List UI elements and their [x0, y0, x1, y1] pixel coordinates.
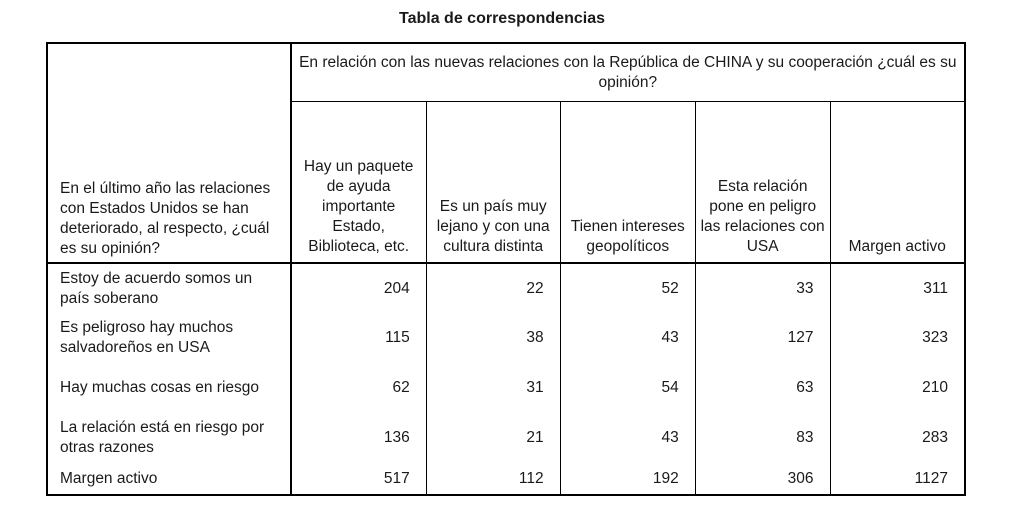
row-label: Es peligroso hay muchos salvadoreños en …	[47, 313, 292, 363]
table-cell: 112	[425, 463, 561, 495]
column-header: Esta relación pone en peligro las relaci…	[694, 101, 830, 264]
table-cell: 31	[425, 363, 561, 413]
table-cell: 115	[385, 329, 410, 346]
table-row: Hay muchas cosas en riesgo 62 31 54 63 2…	[47, 363, 965, 413]
column-header-label: Margen activo	[848, 238, 946, 255]
column-variable-header: En relación con las nuevas relaciones co…	[290, 43, 965, 102]
row-label: Hay muchas cosas en riesgo	[47, 363, 292, 413]
column-header: Margen activo	[829, 101, 965, 264]
table-cell: 136	[383, 429, 410, 446]
column-variable-header-text: En relación con las nuevas relaciones co…	[299, 53, 957, 91]
row-variable-header-text: En el último año las relaciones con Esta…	[60, 180, 271, 257]
column-header: Es un país muy lejano y con una cultura …	[425, 101, 561, 264]
column-header: Hay un paquete de ayuda importante Estad…	[290, 101, 427, 264]
table-row: La relación está en riesgo por otras raz…	[47, 413, 965, 463]
row-variable-header: En el último año las relaciones con Esta…	[47, 43, 292, 264]
table-cell: 52	[559, 263, 696, 313]
column-header: Tienen intereses geopolíticos	[559, 101, 696, 264]
table-cell: 517	[383, 469, 410, 487]
table-cell: 210	[829, 363, 965, 413]
table-row: Es peligroso hay muchos salvadoreños en …	[47, 313, 965, 363]
table-cell: 204	[383, 279, 410, 297]
correspondence-table: En el último año las relaciones con Esta…	[46, 42, 966, 496]
table-row: Estoy de acuerdo somos un país soberano …	[47, 263, 965, 313]
column-header-label: Hay un paquete de ayuda importante Estad…	[303, 158, 414, 255]
row-label: Margen activo	[47, 463, 292, 495]
table-cell: 306	[694, 463, 830, 495]
table-cell: 311	[829, 263, 965, 313]
column-header-label: Es un país muy lejano y con una cultura …	[436, 198, 550, 255]
table-cell: 22	[425, 263, 561, 313]
column-header-label: Esta relación pone en peligro las relaci…	[700, 178, 825, 255]
table-cell: 83	[694, 413, 830, 463]
row-label: Estoy de acuerdo somos un país soberano	[47, 263, 292, 313]
table-cell: 54	[559, 363, 696, 413]
table-cell: 1127	[829, 463, 965, 495]
table-cell: 62	[392, 379, 410, 396]
table-cell: 43	[559, 313, 696, 363]
table-cell: 43	[559, 413, 696, 463]
table-cell: 323	[829, 313, 965, 363]
table-cell: 33	[694, 263, 830, 313]
table-cell: 63	[694, 363, 830, 413]
column-header-label: Tienen intereses geopolíticos	[570, 218, 685, 255]
table-row-margin: Margen activo 517 112 192 306 1127	[47, 463, 965, 495]
table-cell: 21	[425, 413, 561, 463]
row-label: La relación está en riesgo por otras raz…	[47, 413, 292, 463]
table-cell: 127	[694, 313, 830, 363]
table-cell: 283	[829, 413, 965, 463]
table-cell: 38	[425, 313, 561, 363]
table-cell: 192	[559, 463, 696, 495]
table-title: Tabla de correspondencias	[399, 10, 605, 27]
